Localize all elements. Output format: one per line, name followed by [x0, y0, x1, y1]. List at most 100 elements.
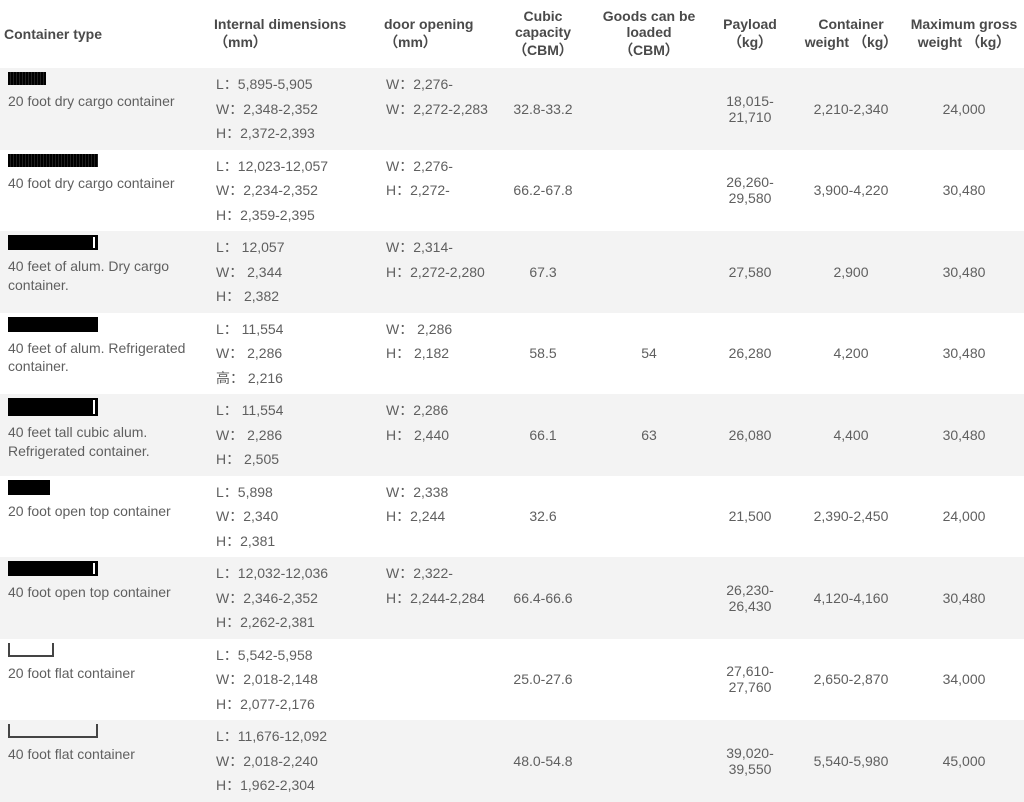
table-row: 40 feet tall cubic alum. Refrigerated co… — [0, 394, 1024, 476]
cell-container-type: 40 foot open top container — [0, 557, 210, 639]
cell-container-type: 20 foot open top container — [0, 476, 210, 558]
cell-internal-dimensions: L： 11,554W： 2,286高： 2,216 — [210, 313, 380, 395]
dimension-line: L： 11,554 — [216, 398, 374, 423]
dimension-line: L：5,898 — [216, 480, 374, 505]
cell-payload: 26,280 — [702, 313, 798, 395]
cell-container-weight: 2,210-2,340 — [798, 68, 904, 150]
dimension-line: W： 2,286 — [216, 423, 374, 448]
container-icon — [8, 72, 46, 85]
cell-goods-loaded — [596, 476, 702, 558]
container-label: 20 foot dry cargo container — [8, 92, 204, 111]
container-label: 20 foot flat container — [8, 664, 204, 683]
cell-container-type: 40 foot flat container — [0, 720, 210, 802]
dimension-line: H：2,372-2,393 — [216, 121, 374, 146]
table-row: 20 foot dry cargo container L：5,895-5,905… — [0, 68, 1024, 150]
cell-payload: 21,500 — [702, 476, 798, 558]
dimension-line: W：2,018-2,240 — [216, 749, 374, 774]
container-label: 40 foot dry cargo container — [8, 174, 204, 193]
cell-container-type: 40 foot dry cargo container — [0, 150, 210, 232]
container-icon — [8, 561, 98, 576]
header-door: door opening （mm） — [380, 0, 490, 68]
dimension-line: W：2,018-2,148 — [216, 667, 374, 692]
dimension-line: L：12,032-12,036 — [216, 561, 374, 586]
door-line: H： 2,182 — [386, 341, 484, 366]
cell-max-gross-weight: 24,000 — [904, 476, 1024, 558]
cell-container-weight: 2,900 — [798, 231, 904, 313]
dimension-line: W： 2,344 — [216, 260, 374, 285]
header-pay: Payload （kg） — [702, 0, 798, 68]
cell-door-opening — [380, 639, 490, 721]
dimension-line: L： 12,057 — [216, 235, 374, 260]
cell-cubic-capacity: 66.1 — [490, 394, 596, 476]
cell-door-opening: W：2,322-H：2,244-2,284 — [380, 557, 490, 639]
dimension-line: H：2,381 — [216, 529, 374, 554]
dimension-line: L：12,023-12,057 — [216, 154, 374, 179]
door-line: W：2,338 — [386, 480, 484, 505]
cell-cubic-capacity: 67.3 — [490, 231, 596, 313]
door-line: H：2,272-2,280 — [386, 260, 484, 285]
container-label: 40 foot flat container — [8, 745, 204, 764]
cell-container-type: 40 feet of alum. Dry cargo container. — [0, 231, 210, 313]
door-line: H：2,272- — [386, 178, 484, 203]
cell-internal-dimensions: L：5,898W：2,340H：2,381 — [210, 476, 380, 558]
dimension-line: H：2,077-2,176 — [216, 692, 374, 717]
dimension-line: W：2,340 — [216, 504, 374, 529]
cell-goods-loaded — [596, 231, 702, 313]
cell-max-gross-weight: 30,480 — [904, 394, 1024, 476]
cell-max-gross-weight: 30,480 — [904, 313, 1024, 395]
cell-door-opening: W：2,286H： 2,440 — [380, 394, 490, 476]
cell-container-weight: 3,900-4,220 — [798, 150, 904, 232]
dimension-line: 高： 2,216 — [216, 366, 374, 391]
table-row: 20 foot open top container L：5,898W：2,340… — [0, 476, 1024, 558]
cell-container-weight: 4,120-4,160 — [798, 557, 904, 639]
dimension-line: H： 2,505 — [216, 447, 374, 472]
container-icon — [8, 154, 98, 167]
cell-payload: 26,230-26,430 — [702, 557, 798, 639]
dimension-line: H：2,359-2,395 — [216, 203, 374, 228]
table-row: 40 foot flat container L：11,676-12,092W：2… — [0, 720, 1024, 802]
cell-payload: 18,015-21,710 — [702, 68, 798, 150]
door-line: H：2,244-2,284 — [386, 586, 484, 611]
container-label: 40 feet of alum. Dry cargo container. — [8, 257, 204, 295]
header-goods: Goods can be loaded （CBM） — [596, 0, 702, 68]
table-row: 40 feet of alum. Refrigerated container.… — [0, 313, 1024, 395]
dimension-line: L：5,895-5,905 — [216, 72, 374, 97]
header-cubic: Cubic capacity （CBM） — [490, 0, 596, 68]
door-line: W：2,314- — [386, 235, 484, 260]
cell-cubic-capacity: 66.2-67.8 — [490, 150, 596, 232]
header-dim: Internal dimensions （mm） — [210, 0, 380, 68]
cell-payload: 27,580 — [702, 231, 798, 313]
cell-goods-loaded — [596, 68, 702, 150]
cell-container-weight: 5,540-5,980 — [798, 720, 904, 802]
cell-payload: 26,080 — [702, 394, 798, 476]
cell-internal-dimensions: L：11,676-12,092W：2,018-2,240H：1,962-2,30… — [210, 720, 380, 802]
cell-max-gross-weight: 30,480 — [904, 150, 1024, 232]
container-label: 40 feet tall cubic alum. Refrigerated co… — [8, 423, 204, 461]
cell-cubic-capacity: 25.0-27.6 — [490, 639, 596, 721]
dimension-line: H： 2,382 — [216, 284, 374, 309]
header-row: Container type Internal dimensions （mm） … — [0, 0, 1024, 68]
container-label: 40 feet of alum. Refrigerated container. — [8, 339, 204, 377]
door-line: W：2,276- — [386, 154, 484, 179]
door-line: W：2,276- — [386, 72, 484, 97]
cell-door-opening: W：2,338H：2,244 — [380, 476, 490, 558]
cell-goods-loaded: 63 — [596, 394, 702, 476]
cell-container-weight: 2,650-2,870 — [798, 639, 904, 721]
cell-container-weight: 2,390-2,450 — [798, 476, 904, 558]
cell-payload: 26,260-29,580 — [702, 150, 798, 232]
cell-door-opening: W：2,314-H：2,272-2,280 — [380, 231, 490, 313]
container-icon — [8, 643, 54, 657]
dimension-line: W： 2,286 — [216, 341, 374, 366]
container-label: 40 foot open top container — [8, 583, 204, 602]
cell-cubic-capacity: 32.8-33.2 — [490, 68, 596, 150]
cell-door-opening: W： 2,286H： 2,182 — [380, 313, 490, 395]
cell-container-weight: 4,400 — [798, 394, 904, 476]
cell-cubic-capacity: 48.0-54.8 — [490, 720, 596, 802]
container-label: 20 foot open top container — [8, 502, 204, 521]
table-row: 40 foot open top container L：12,032-12,03… — [0, 557, 1024, 639]
dimension-line: L：5,542-5,958 — [216, 643, 374, 668]
cell-internal-dimensions: L： 12,057W： 2,344H： 2,382 — [210, 231, 380, 313]
container-icon — [8, 235, 98, 250]
door-line: W：2,272-2,283 — [386, 97, 484, 122]
cell-container-type: 40 feet tall cubic alum. Refrigerated co… — [0, 394, 210, 476]
